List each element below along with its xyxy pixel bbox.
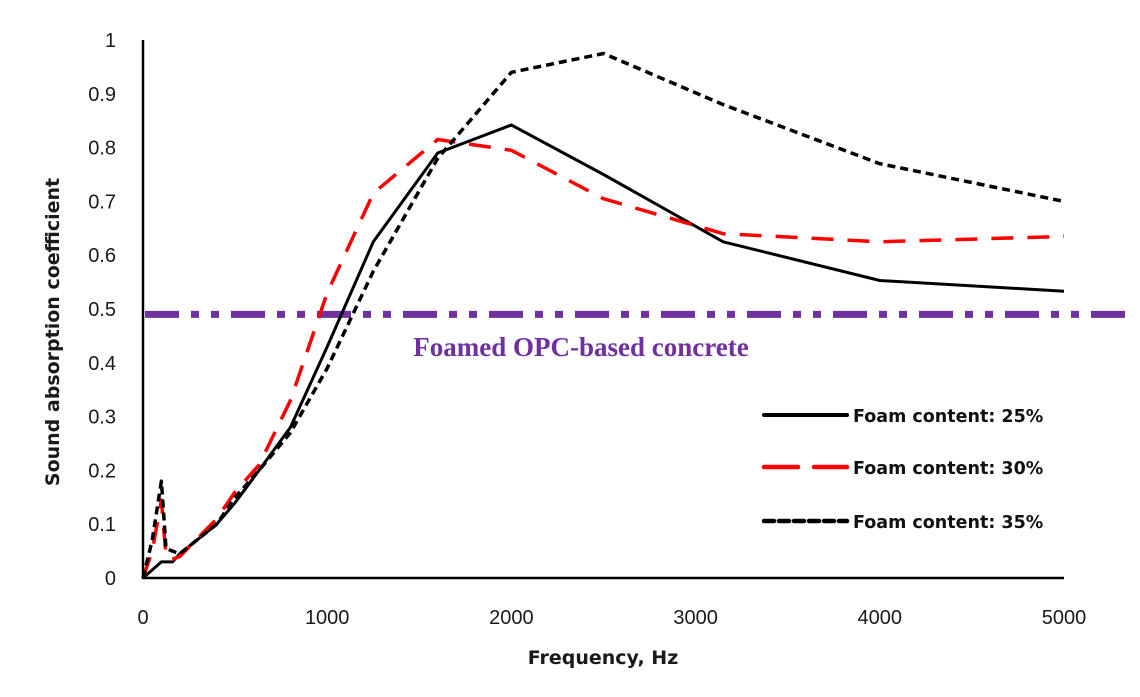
x-tick-label: 5000: [1042, 607, 1087, 629]
legend: Foam content: 25% Foam content: 30% Foam c…: [761, 407, 1043, 533]
y-tick-label: 0.3: [88, 407, 116, 429]
y-tick-label: 0.7: [88, 191, 116, 213]
x-tick-label: 4000: [858, 607, 903, 629]
series-line-3: [141, 51, 1065, 579]
y-tick-label: 1: [105, 30, 116, 52]
x-tick-label: 2000: [489, 607, 534, 629]
y-tick-labels: 0 0.1 0.2 0.3 0.4 0.5 0.6 0.7 0.8 0.9 1: [88, 30, 116, 590]
series-lines: [141, 51, 1065, 580]
y-tick-label: 0.9: [88, 84, 116, 106]
y-tick-label: 0.4: [88, 353, 116, 375]
reference-line-label: Foamed OPC-based concrete: [413, 332, 748, 362]
y-axis-title: Sound absorption coefficient: [42, 178, 64, 486]
x-axis-title: Frequency, Hz: [528, 647, 679, 669]
x-tick-label: 3000: [673, 607, 718, 629]
x-tick-label: 0: [137, 607, 148, 629]
series-line-2: [141, 137, 1065, 579]
legend-label: Foam content: 35%: [853, 513, 1043, 533]
legend-label: Foam content: 30%: [853, 459, 1043, 479]
y-tick-label: 0: [105, 568, 116, 590]
legend-label: Foam content: 25%: [853, 407, 1043, 427]
y-tick-label: 0.8: [88, 138, 116, 160]
y-tick-label: 0.1: [88, 514, 116, 536]
x-tick-label: 1000: [305, 607, 350, 629]
y-tick-label: 0.2: [88, 460, 116, 482]
y-tick-label: 0.6: [88, 245, 116, 267]
y-tick-label: 0.5: [88, 299, 116, 321]
x-tick-labels: 0 1000 2000 3000 4000 5000: [137, 607, 1086, 629]
